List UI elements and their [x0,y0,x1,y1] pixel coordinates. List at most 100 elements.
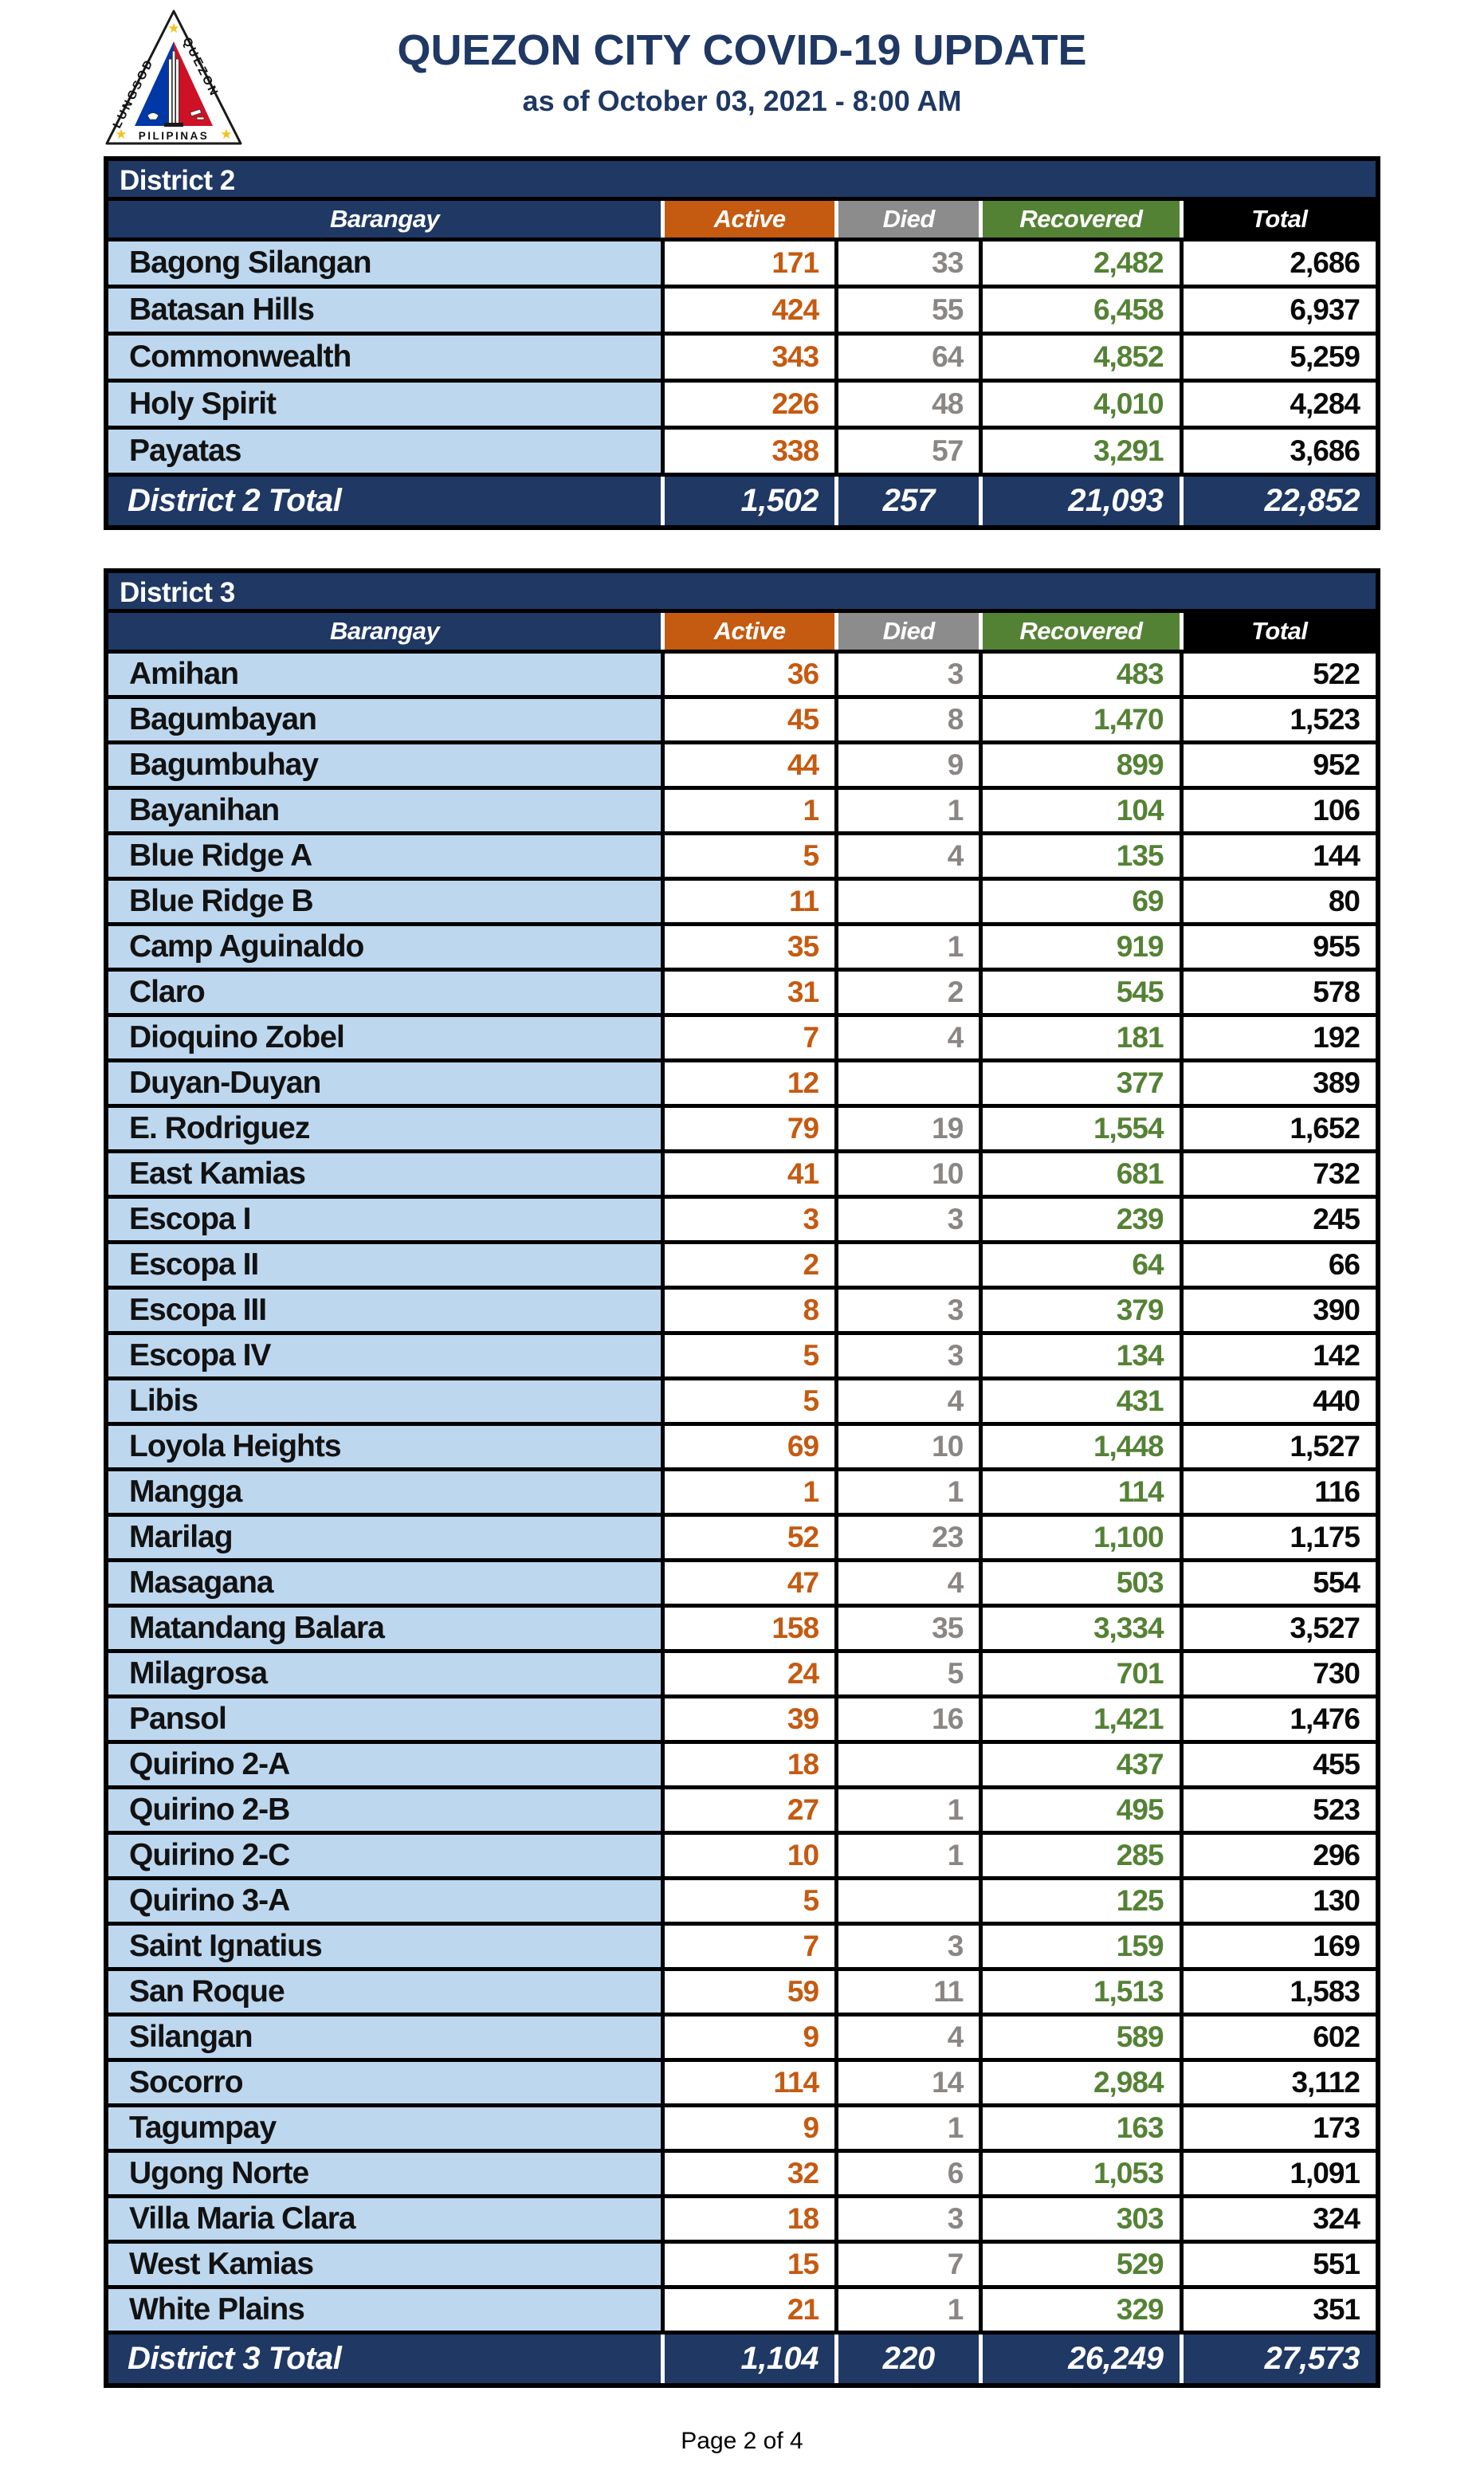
recovered-value: 4,852 [979,336,1180,379]
barangay-name: West Kamias [108,2244,662,2285]
active-value: 114 [661,2062,835,2103]
page-title: QUEZON CITY COVID-19 UPDATE [397,26,1087,74]
table-row: Milagrosa 24 5 701 730 [108,1649,1376,1694]
recovered-value: 303 [979,2198,1180,2240]
total-row-label: District 3 Total [108,2335,662,2383]
died-value: 6 [834,2153,980,2194]
barangay-name: Batasan Hills [108,289,662,332]
active-value: 36 [661,654,835,695]
table-row: Batasan Hills 424 55 6,458 6,937 [108,285,1376,332]
total-value: 192 [1179,1017,1376,1058]
died-value: 16 [834,1698,980,1740]
barangay-name: Socorro [108,2062,662,2103]
died-value: 55 [834,289,980,332]
table-row: Holy Spirit 226 48 4,010 4,284 [108,379,1376,426]
barangay-name: Amihan [108,654,662,695]
recovered-value: 503 [979,1562,1180,1604]
active-value: 5 [661,1335,835,1376]
died-value: 3 [834,1290,980,1331]
district-3-total-row: District 3 Total 1,104 220 26,249 27,573 [108,2331,1376,2383]
total-value: 1,175 [1179,1517,1376,1558]
total-value: 130 [1179,1880,1376,1922]
district-2-header: District 2 [108,161,1376,201]
table-row: Escopa IV 5 3 134 142 [108,1331,1376,1376]
recovered-value: 495 [979,1789,1180,1831]
active-value: 10 [661,1835,835,1876]
active-value: 226 [661,383,835,426]
total-value: 3,686 [1179,430,1376,473]
died-value [834,881,980,922]
recovered-value: 437 [979,1744,1180,1785]
died-value: 5 [834,1653,980,1694]
barangay-name: Payatas [108,430,662,473]
active-value: 171 [661,242,835,285]
total-value: 389 [1179,1062,1376,1104]
lamp-icon [147,112,159,120]
barangay-name: Quirino 3-A [108,1880,662,1922]
recovered-value: 239 [979,1199,1180,1240]
table-row: Ugong Norte 32 6 1,053 1,091 [108,2149,1376,2194]
recovered-value: 285 [979,1835,1180,1876]
recovered-value: 114 [979,1471,1180,1513]
total-value: 351 [1179,2289,1376,2331]
table-row: Amihan 36 3 483 522 [108,650,1376,695]
barangay-name: Bagumbayan [108,699,662,740]
table-row: San Roque 59 11 1,513 1,583 [108,1967,1376,2013]
barangay-name: Commonwealth [108,336,662,379]
total-value: 1,527 [1179,1426,1376,1467]
barangay-name: Milagrosa [108,1653,662,1694]
district-2-total-row: District 2 Total 1,502 257 21,093 22,852 [108,473,1376,525]
total-value: 440 [1179,1380,1376,1422]
total-value: 3,527 [1179,1608,1376,1649]
recovered-value: 2,984 [979,2062,1180,2103]
barangay-name: Masagana [108,1562,662,1604]
recovered-value: 163 [979,2107,1180,2149]
barangay-name: Blue Ridge B [108,881,662,922]
star-icon: ★ [115,127,127,142]
active-value: 9 [661,2017,835,2058]
table-row: East Kamias 41 10 681 732 [108,1149,1376,1195]
died-value: 11 [834,1971,980,2013]
recovered-value: 134 [979,1335,1180,1376]
barangay-name: Escopa IV [108,1335,662,1376]
recovered-value: 2,482 [979,242,1180,285]
barangay-name: Quirino 2-C [108,1835,662,1876]
total-value: 1,652 [1179,1108,1376,1149]
recovered-value: 1,421 [979,1698,1180,1740]
table-row: Payatas 338 57 3,291 3,686 [108,426,1376,473]
total-value: 578 [1179,972,1376,1013]
table-row: Mangga 1 1 114 116 [108,1467,1376,1513]
total-value: 2,686 [1179,242,1376,285]
page-subtitle: as of October 03, 2021 - 8:00 AM [522,84,962,117]
table-row: West Kamias 15 7 529 551 [108,2240,1376,2285]
died-value: 8 [834,699,980,740]
recovered-value: 1,053 [979,2153,1180,2194]
table-row: Libis 5 4 431 440 [108,1376,1376,1422]
barangay-name: Loyola Heights [108,1426,662,1467]
total-value: 730 [1179,1653,1376,1694]
total-value: 144 [1179,835,1376,877]
died-value: 48 [834,383,980,426]
total-value: 1,091 [1179,2153,1376,2194]
table-row: Villa Maria Clara 18 3 303 324 [108,2194,1376,2240]
barangay-name: Mangga [108,1471,662,1513]
died-value: 4 [834,1380,980,1422]
total-value: 732 [1179,1153,1376,1195]
active-value: 21 [661,2289,835,2331]
barangay-name: San Roque [108,1971,662,2013]
title-block: QUEZON CITY COVID-19 UPDATE as of Octobe… [0,0,1484,118]
district-3-table: District 3 Barangay Active Died Recovere… [104,568,1380,2388]
barangay-name: Bayanihan [108,790,662,831]
active-value: 52 [661,1517,835,1558]
active-value: 27 [661,1789,835,1831]
table-row: White Plains 21 1 329 351 [108,2285,1376,2331]
died-value [834,1880,980,1922]
barangay-name: Duyan-Duyan [108,1062,662,1104]
died-value: 3 [834,2198,980,2240]
barangay-name: White Plains [108,2289,662,2331]
died-value: 4 [834,1017,980,1058]
died-value: 14 [834,2062,980,2103]
recovered-value: 3,291 [979,430,1180,473]
active-value: 31 [661,972,835,1013]
recovered-value: 135 [979,835,1180,877]
